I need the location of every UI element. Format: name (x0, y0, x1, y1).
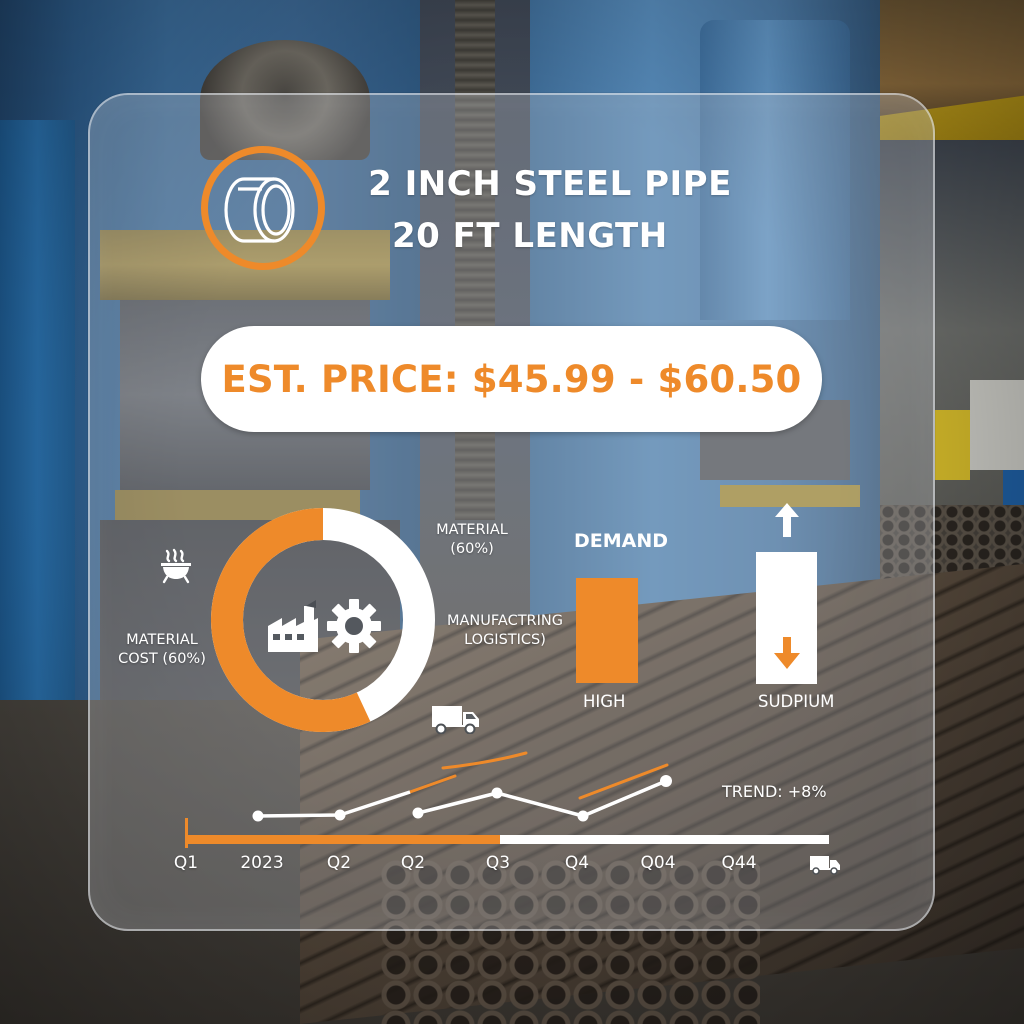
demand-bar-high (576, 578, 638, 683)
truck-icon (432, 706, 479, 734)
manufacturing-label-line1: MANUFACTRING (447, 613, 563, 629)
tick-label: Q44 (721, 853, 757, 873)
tick-label: Q2 (400, 853, 426, 873)
tick-label: Q3 (485, 853, 511, 873)
bowl-icon (161, 548, 191, 584)
title-line-1: 2 INCH STEEL PIPE (368, 164, 732, 204)
tick-label: Q1 (173, 853, 199, 873)
tick-label: Q4 (564, 853, 590, 873)
donut-center-icons (268, 599, 381, 653)
bg-spring (455, 0, 495, 520)
manufacturing-label-line2: LOGISTICS) (464, 632, 546, 648)
pipe-icon (224, 177, 295, 243)
arrow-up-icon (775, 503, 799, 537)
material-share-label: MATERIAL (60%) (432, 521, 512, 559)
material-cost-label: MATERIAL COST (60%) (112, 631, 212, 669)
product-title: 2 INCH STEEL PIPE 20 FT LENGTH (340, 158, 760, 262)
material-share-line2: (60%) (450, 541, 494, 557)
supply-bar-label: SUDPIUM (758, 692, 835, 711)
material-cost-label-line2: COST (60%) (118, 651, 206, 667)
price-badge: EST. PRICE: $45.99 - $60.50 (201, 326, 822, 432)
manufacturing-logistics-label: MANUFACTRING LOGISTICS) (440, 612, 570, 650)
pipe-icon-ring (201, 146, 325, 270)
factory-icon (268, 600, 318, 652)
bg-right-cylinder (700, 20, 850, 320)
bg-far-white (970, 380, 1024, 470)
arrow-down-icon (774, 637, 800, 669)
material-share-line1: MATERIAL (436, 522, 508, 538)
price-label: EST. PRICE: $45.99 - $60.50 (221, 357, 802, 401)
material-cost-label-line1: MATERIAL (126, 632, 198, 648)
tick-label: Q04 (640, 853, 676, 873)
bg-left-pillar (0, 120, 75, 800)
bg-far-yellow (935, 410, 970, 480)
bg-right-yellow-plate (720, 485, 860, 507)
timeline-axis: Q1 2023 Q2 Q2 Q3 Q4 Q04 Q44 (0, 853, 1024, 879)
bg-press-top (200, 40, 370, 160)
truck-icon (810, 856, 840, 875)
tick-label: Q2 (326, 853, 352, 873)
bg-far-blue (1003, 470, 1024, 515)
gear-icon (327, 599, 381, 653)
trend-label: TREND: +8% (722, 782, 827, 801)
cost-donut-chart (211, 508, 435, 732)
donut-segment-material (211, 508, 371, 732)
bg-pipe-ends (380, 860, 760, 1024)
demand-bar-high-label: HIGH (583, 692, 626, 711)
title-line-2: 20 FT LENGTH (392, 216, 668, 256)
demand-title: DEMAND (574, 530, 669, 552)
tick-label: 2023 (240, 853, 284, 873)
